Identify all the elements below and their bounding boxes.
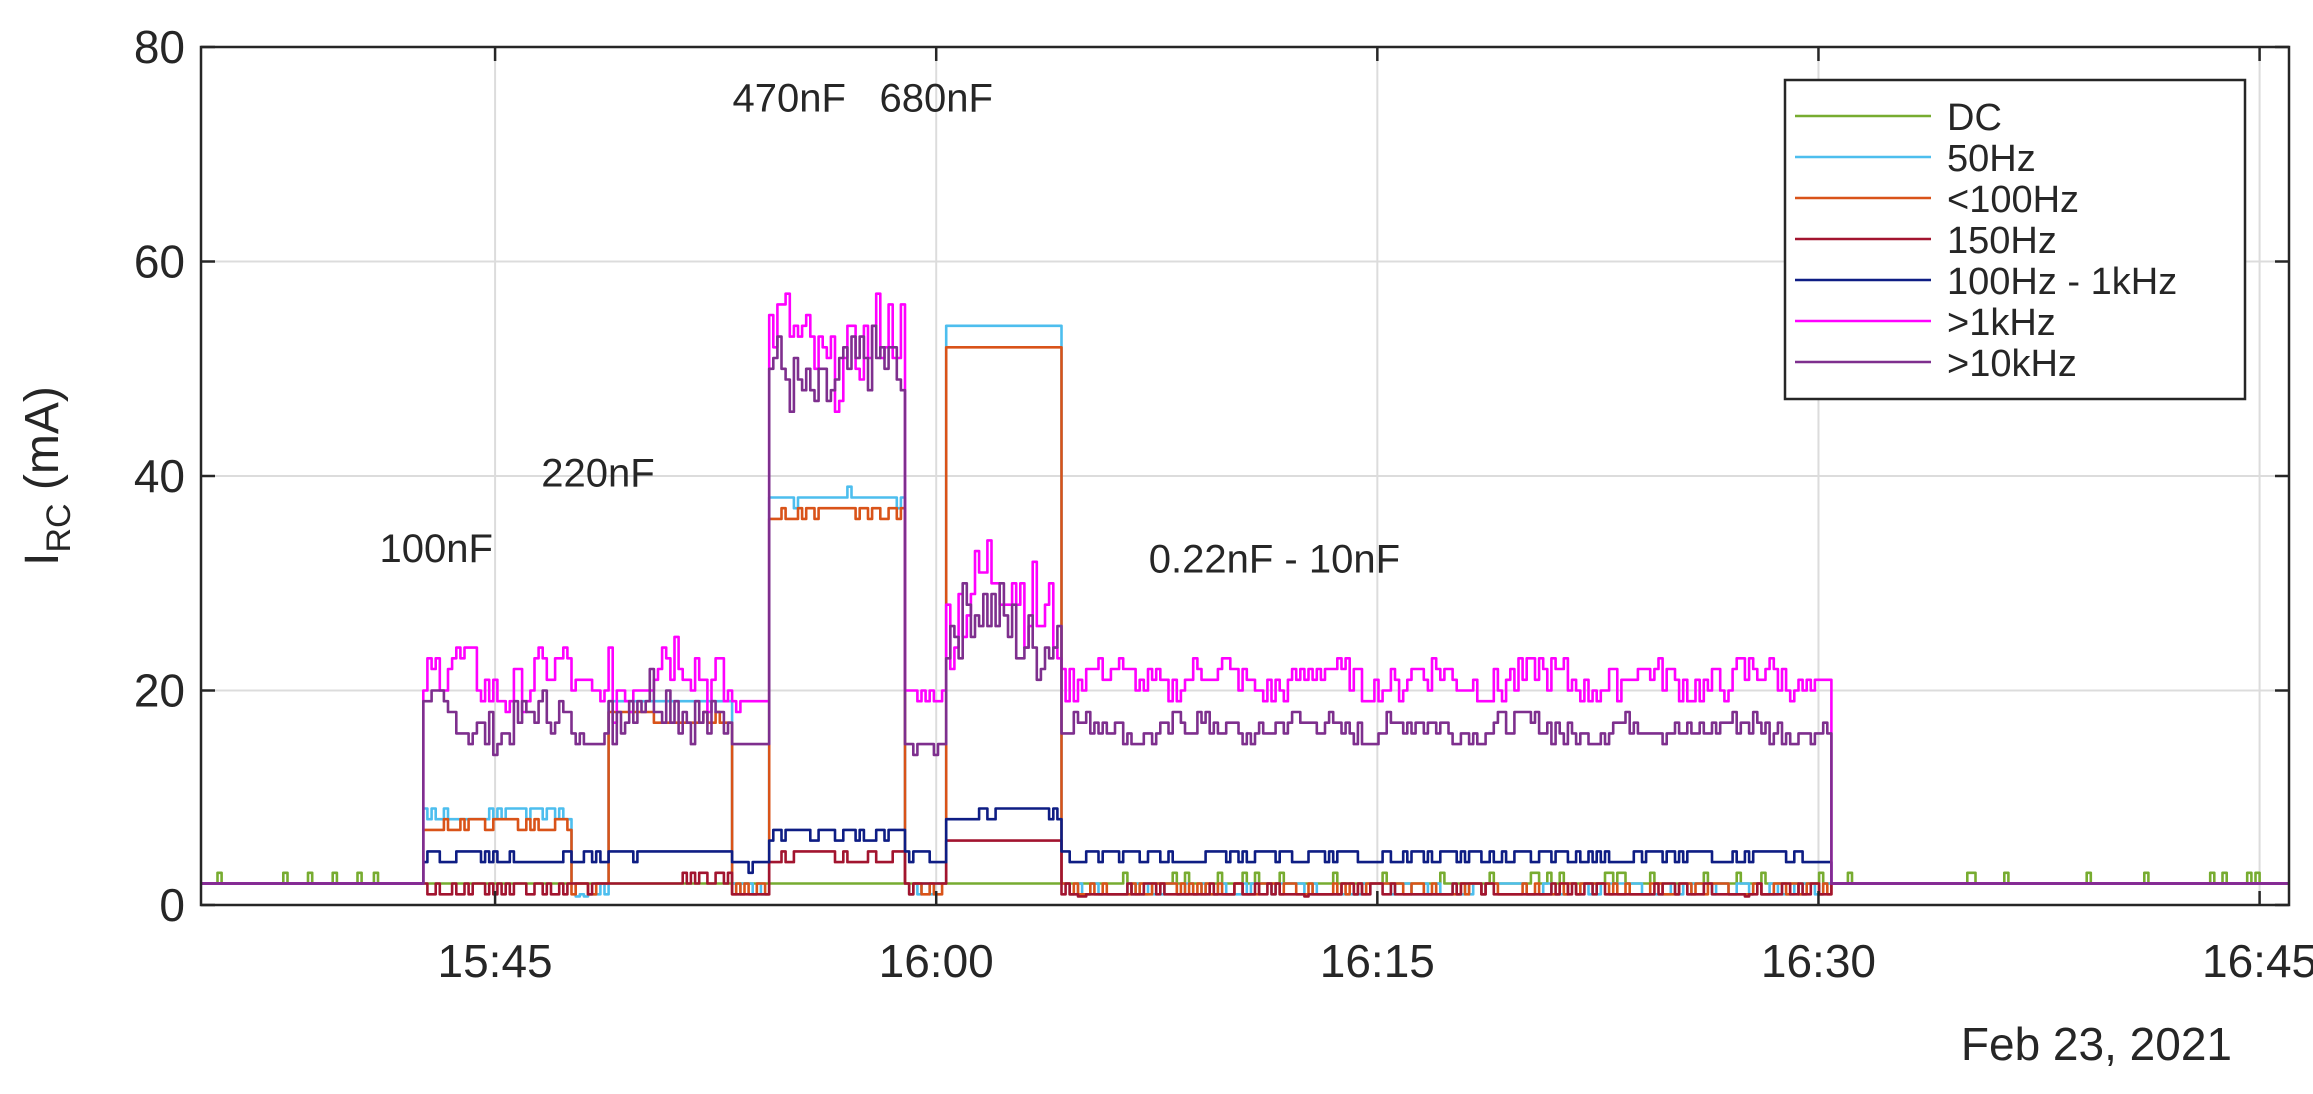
y-tick-label: 80: [134, 21, 185, 73]
y-axis-label: IRC (mA): [16, 386, 78, 566]
series-layer: [201, 292, 2290, 898]
series-line: [201, 839, 2290, 898]
legend-label: 50Hz: [1947, 138, 2036, 180]
y-tick-label: 20: [134, 665, 185, 717]
x-tick-label: 16:45: [2202, 935, 2313, 987]
y-axis-label-sub: RC: [40, 503, 78, 552]
x-tick-label: 15:45: [438, 935, 553, 987]
legend-label: 100Hz - 1kHz: [1947, 261, 2177, 303]
x-tick-label: 16:00: [879, 935, 994, 987]
y-tick-label: 0: [159, 879, 185, 931]
annotation-label: 680nF: [880, 76, 993, 120]
series-line: [201, 346, 2290, 896]
series-line: [201, 871, 2290, 885]
legend-label: <100Hz: [1947, 179, 2079, 221]
y-tick-label: 60: [134, 236, 185, 288]
annotation-label: 0.22nF - 10nF: [1149, 538, 1400, 582]
date-label: Feb 23, 2021: [1961, 1018, 2232, 1070]
y-axis-label-unit: (mA): [16, 386, 69, 503]
series-line: [201, 324, 2290, 898]
annotation-label: 220nF: [541, 452, 654, 496]
y-tick-label: 40: [134, 450, 185, 502]
x-tick-label: 16:30: [1761, 935, 1876, 987]
annotations: 100nF 220nF 470nF 680nF 0.22nF - 10nF: [380, 76, 1400, 581]
legend-label: >1kHz: [1947, 302, 2056, 344]
axis-ticks: 0 20 40 60 80 15:45 16:00 16:15 16:30 16:45: [134, 21, 2313, 987]
y-axis-label-main: I: [16, 553, 69, 566]
series-line: [201, 324, 2290, 885]
annotation-label: 100nF: [380, 527, 493, 571]
annotation-label: 470nF: [732, 76, 845, 120]
x-tick-label: 16:15: [1320, 935, 1435, 987]
legend-label: >10kHz: [1947, 343, 2077, 385]
legend-label: 150Hz: [1947, 220, 2057, 262]
series-line: [201, 292, 2290, 885]
legend-label: DC: [1947, 97, 2002, 139]
